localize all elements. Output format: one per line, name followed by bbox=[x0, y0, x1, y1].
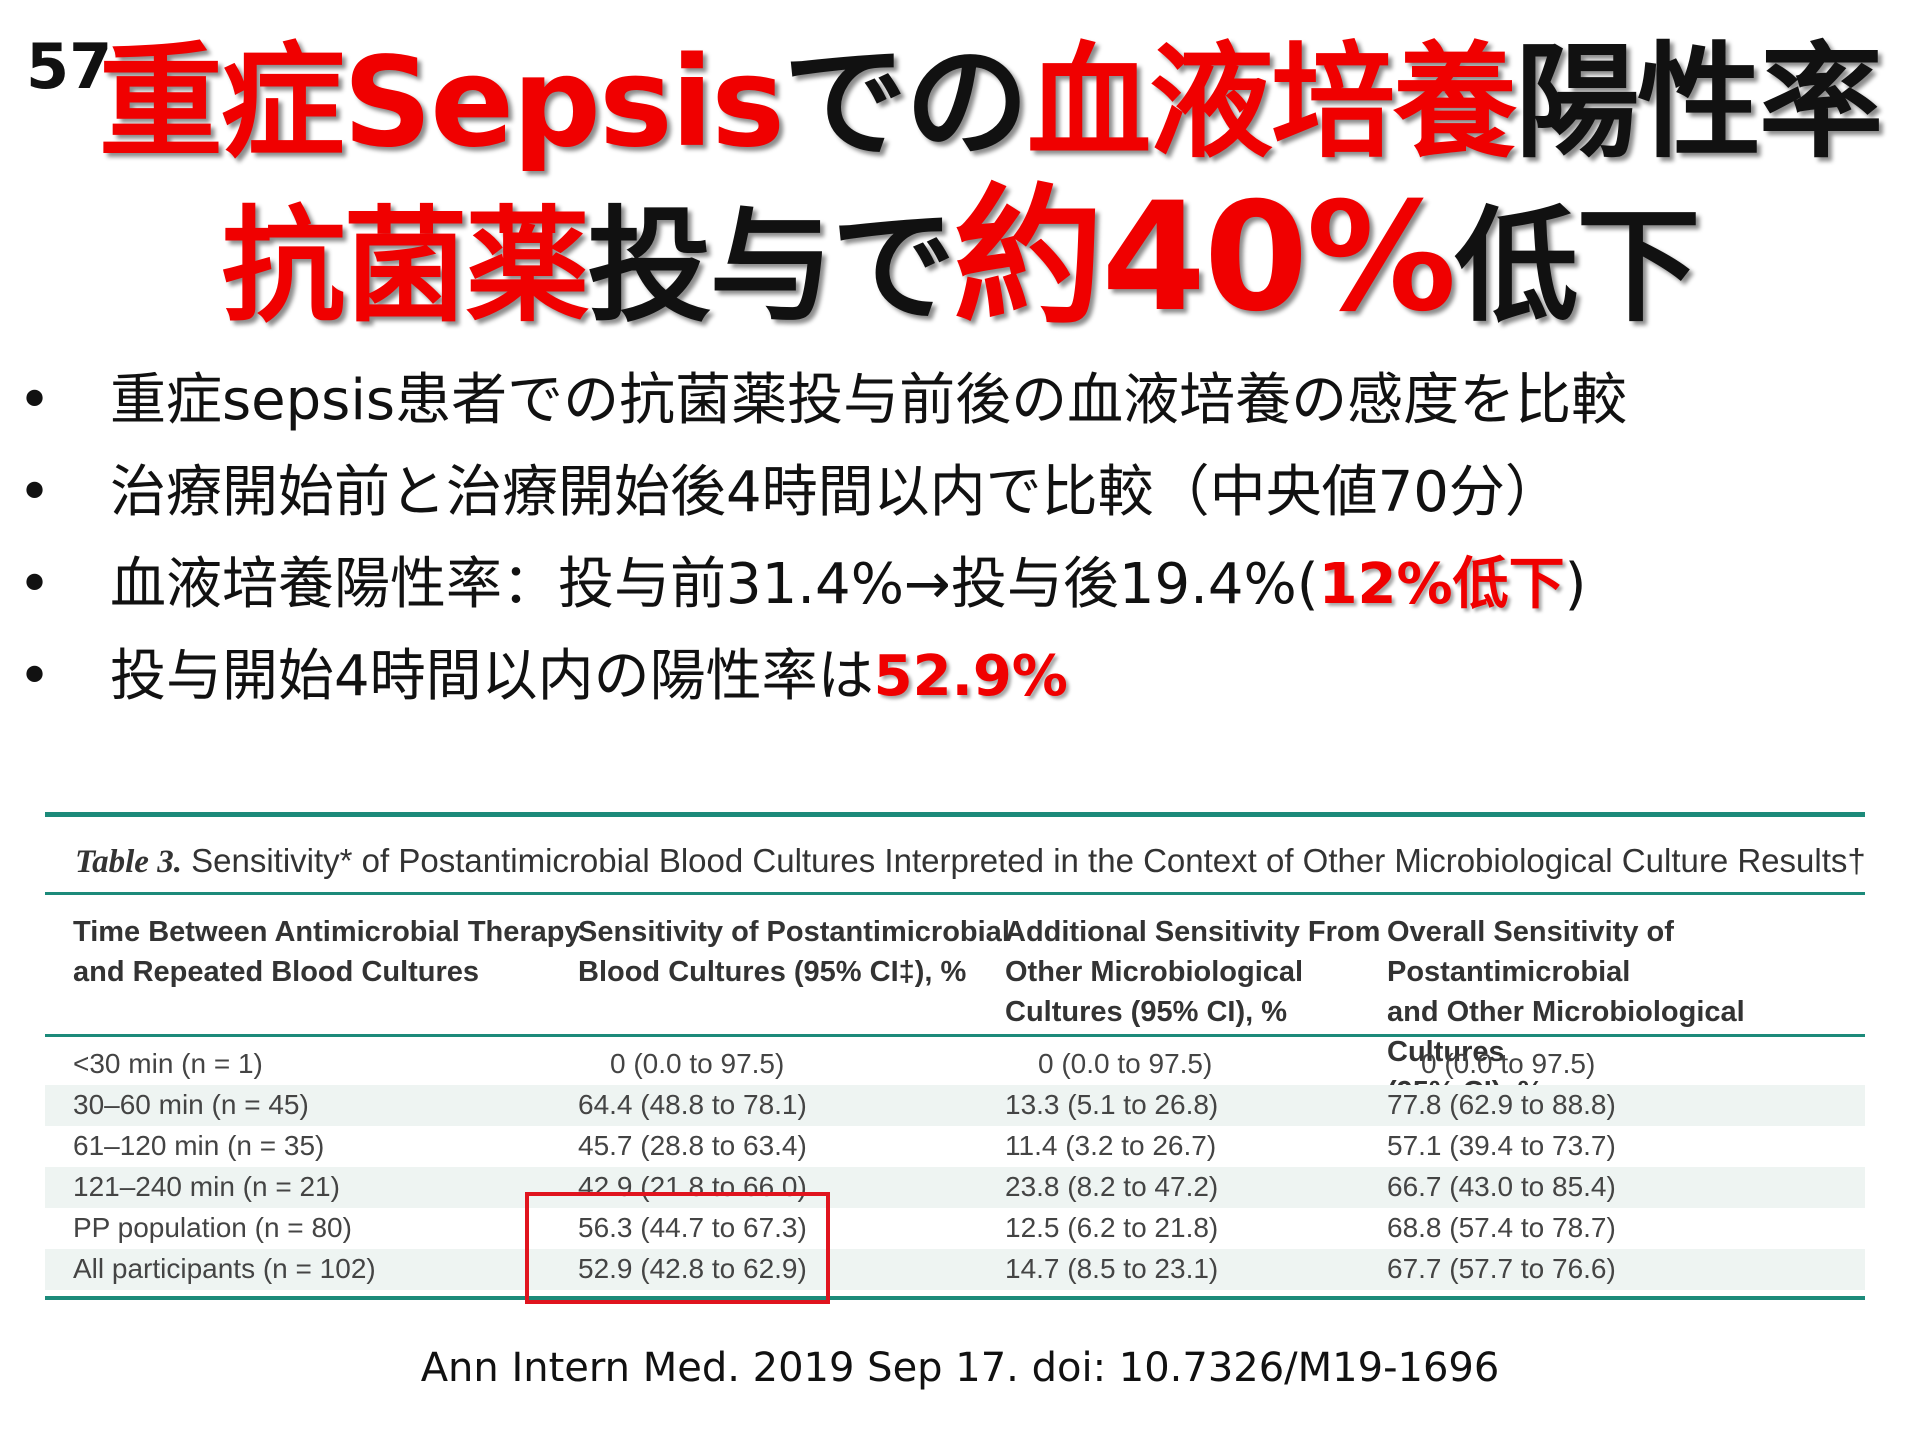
header-line: and Other Microbiological Cultures bbox=[1387, 996, 1745, 1068]
table-cell: All participants (n = 102) bbox=[73, 1253, 376, 1284]
table-cell: 42.9 (21.8 to 66.0) bbox=[578, 1171, 807, 1202]
table-cell: PP population (n = 80) bbox=[73, 1212, 352, 1243]
bullet-text: 投与開始4時間以内の陽性率は bbox=[110, 644, 874, 709]
bullet-item: • 重症sepsis患者での抗菌薬投与前後の血液培養の感度を比較 bbox=[18, 355, 1908, 447]
table-row: All participants (n = 102) 52.9 (42.8 to… bbox=[45, 1249, 1865, 1290]
table-cell: 52.9 (42.8 to 62.9) bbox=[578, 1253, 807, 1284]
title-part: 投与で bbox=[587, 195, 955, 339]
header-line: and Repeated Blood Cultures bbox=[73, 956, 480, 988]
bullet-dot: • bbox=[18, 644, 52, 709]
title-part: 血液培養 bbox=[1027, 31, 1517, 175]
bullet-text: 血液培養陽性率：投与前31.4%→投与後19.4%( bbox=[110, 552, 1319, 617]
table-cell: 23.8 (8.2 to 47.2) bbox=[1005, 1171, 1219, 1202]
table-caption: Table 3. Sensitivity* of Postantimicrobi… bbox=[75, 842, 1866, 881]
highlight-box bbox=[525, 1192, 830, 1304]
bullet-text-after: ) bbox=[1564, 552, 1587, 617]
bullet-dot: • bbox=[18, 460, 52, 525]
bullet-highlight: 52.9% bbox=[873, 644, 1068, 709]
table-cell: 57.1 (39.4 to 73.7) bbox=[1387, 1130, 1616, 1161]
title-part: 約40% bbox=[953, 171, 1456, 345]
column-header: Sensitivity of Postantimicrobial Blood C… bbox=[578, 912, 1010, 992]
header-line: Sensitivity of Postantimicrobial bbox=[578, 916, 1010, 948]
header-line: Cultures (95% CI), % bbox=[1005, 996, 1287, 1028]
table-cell: 13.3 (5.1 to 26.8) bbox=[1005, 1089, 1219, 1120]
table-cell: 61–120 min (n = 35) bbox=[73, 1130, 325, 1161]
bullet-item: • 投与開始4時間以内の陽性率は 52.9% bbox=[18, 631, 1908, 723]
table-cell: 0 (0.0 to 97.5) bbox=[610, 1048, 785, 1079]
bullet-item: • 治療開始前と治療開始後4時間以内で比較（中央値70分） bbox=[18, 447, 1908, 539]
table-cell: 0 (0.0 to 97.5) bbox=[1421, 1048, 1596, 1079]
table-row: PP population (n = 80) 56.3 (44.7 to 67.… bbox=[45, 1208, 1865, 1249]
bullet-dot: • bbox=[18, 368, 52, 433]
table-label: Table 3. bbox=[75, 844, 182, 880]
table-cell: 45.7 (28.8 to 63.4) bbox=[578, 1130, 807, 1161]
bullet-text: 治療開始前と治療開始後4時間以内で比較（中央値70分） bbox=[110, 460, 1561, 525]
table-cell: 30–60 min (n = 45) bbox=[73, 1089, 309, 1120]
table-cell: 64.4 (48.8 to 78.1) bbox=[578, 1089, 807, 1120]
title-part: 重症Sepsis bbox=[98, 31, 785, 175]
table-row: 61–120 min (n = 35) 45.7 (28.8 to 63.4) … bbox=[45, 1126, 1865, 1167]
header-line: Other Microbiological bbox=[1005, 956, 1304, 988]
bullet-highlight: 12%低下 bbox=[1318, 552, 1565, 617]
table-row: 30–60 min (n = 45) 64.4 (48.8 to 78.1) 1… bbox=[45, 1085, 1865, 1126]
table-image: Table 3. Sensitivity* of Postantimicrobi… bbox=[45, 812, 1866, 1304]
table-cell: 67.7 (57.7 to 76.6) bbox=[1387, 1253, 1616, 1284]
table-header-rule bbox=[45, 1034, 1865, 1037]
table-top-rule bbox=[45, 812, 1865, 817]
table-caption-text: Sensitivity* of Postantimicrobial Blood … bbox=[191, 842, 1866, 879]
title-line-1: 重症Sepsisでの血液培養陽性率 bbox=[0, 28, 1920, 178]
column-header: Additional Sensitivity From Other Microb… bbox=[1005, 912, 1380, 1032]
table-cell: 77.8 (62.9 to 88.8) bbox=[1387, 1089, 1616, 1120]
bullet-dot: • bbox=[18, 552, 52, 617]
bullet-list: • 重症sepsis患者での抗菌薬投与前後の血液培養の感度を比較 • 治療開始前と治… bbox=[18, 355, 1908, 723]
citation: Ann Intern Med. 2019 Sep 17. doi: 10.732… bbox=[420, 1345, 1500, 1391]
title-part: 低下 bbox=[1454, 195, 1701, 339]
bullet-item: • 血液培養陽性率：投与前31.4%→投与後19.4%(12%低下) bbox=[18, 539, 1908, 631]
column-header: Time Between Antimicrobial Therapy and R… bbox=[73, 912, 581, 992]
table-row: <30 min (n = 1) 0 (0.0 to 97.5) 0 (0.0 t… bbox=[45, 1044, 1865, 1085]
table-cell: 56.3 (44.7 to 67.3) bbox=[578, 1212, 807, 1243]
bullet-text: 重症sepsis患者での抗菌薬投与前後の血液培養の感度を比較 bbox=[110, 368, 1628, 433]
table-caption-rule bbox=[45, 892, 1865, 895]
title-part: での bbox=[783, 31, 1029, 175]
table-cell: 66.7 (43.0 to 85.4) bbox=[1387, 1171, 1616, 1202]
header-line: Overall Sensitivity of Postantimicrobial bbox=[1387, 916, 1674, 988]
table-bottom-rule bbox=[45, 1296, 1865, 1300]
table-cell: 68.8 (57.4 to 78.7) bbox=[1387, 1212, 1616, 1243]
title-part: 抗菌薬 bbox=[221, 195, 589, 339]
title-part: 陽性率 bbox=[1515, 31, 1883, 175]
table-cell: 11.4 (3.2 to 26.7) bbox=[1005, 1130, 1217, 1161]
title-line-2: 抗菌薬投与で約40%低下 bbox=[0, 178, 1920, 347]
header-line: Time Between Antimicrobial Therapy bbox=[73, 916, 581, 948]
table-cell: 14.7 (8.5 to 23.1) bbox=[1005, 1253, 1219, 1284]
slide-number: 57 bbox=[26, 30, 113, 103]
header-line: Blood Cultures (95% CI‡), % bbox=[578, 956, 967, 988]
table-cell: <30 min (n = 1) bbox=[73, 1048, 263, 1079]
header-line: Additional Sensitivity From bbox=[1005, 916, 1381, 948]
table-cell: 0 (0.0 to 97.5) bbox=[1038, 1048, 1213, 1079]
table-cell: 121–240 min (n = 21) bbox=[73, 1171, 340, 1202]
table-cell: 12.5 (6.2 to 21.8) bbox=[1005, 1212, 1219, 1243]
table-row: 121–240 min (n = 21) 42.9 (21.8 to 66.0)… bbox=[45, 1167, 1865, 1208]
